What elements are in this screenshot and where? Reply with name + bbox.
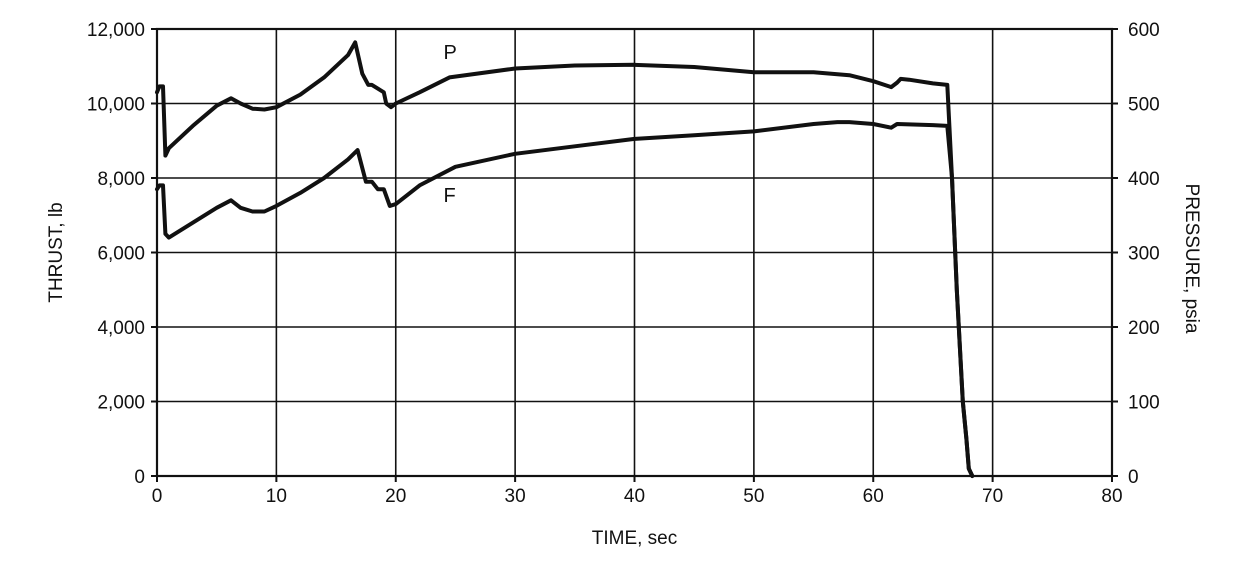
y-tick-label-right: 0 — [1128, 467, 1139, 488]
x-tick-label: 40 — [624, 486, 645, 507]
y-tick-label-left: 6,000 — [97, 244, 145, 265]
x-tick-label: 10 — [266, 486, 287, 507]
y-tick-label-left: 0 — [134, 467, 145, 488]
y-tick-label-right: 100 — [1128, 393, 1160, 414]
y-tick-label-left: 12,000 — [87, 20, 145, 41]
axis-ticks: 0 10 20 30 40 50 60 70 80 0 2,000 4,000 6,000 8,000 10… — [87, 20, 1160, 507]
x-axis-title: TIME, sec — [592, 528, 678, 549]
y-tick-label-left: 2,000 — [97, 393, 145, 414]
y-tick-label-left: 4,000 — [97, 318, 145, 339]
y-axis-title-right: PRESSURE, psia — [1181, 184, 1202, 334]
x-tick-label: 70 — [982, 486, 1003, 507]
y-tick-label-right: 400 — [1128, 169, 1160, 190]
y-tick-label-right: 200 — [1128, 318, 1160, 339]
x-tick-label: 80 — [1101, 486, 1122, 507]
grid — [157, 29, 1112, 476]
series-label-f: F — [444, 185, 456, 207]
series-line-p — [155, 40, 975, 478]
x-tick-label: 50 — [743, 486, 764, 507]
y-axis-title-left: THRUST, lb — [46, 202, 67, 302]
x-tick-label: 60 — [863, 486, 884, 507]
y-tick-label-right: 500 — [1128, 95, 1160, 116]
x-tick-label: 0 — [152, 486, 163, 507]
y-tick-label-left: 8,000 — [97, 169, 145, 190]
x-tick-label: 20 — [385, 486, 406, 507]
y-tick-label-right: 600 — [1128, 20, 1160, 41]
series-label-p: P — [444, 42, 457, 64]
series-line-f — [155, 120, 975, 478]
y-tick-label-left: 10,000 — [87, 95, 145, 116]
y-tick-label-right: 300 — [1128, 244, 1160, 265]
x-tick-label: 30 — [505, 486, 526, 507]
series-lines — [155, 40, 975, 478]
